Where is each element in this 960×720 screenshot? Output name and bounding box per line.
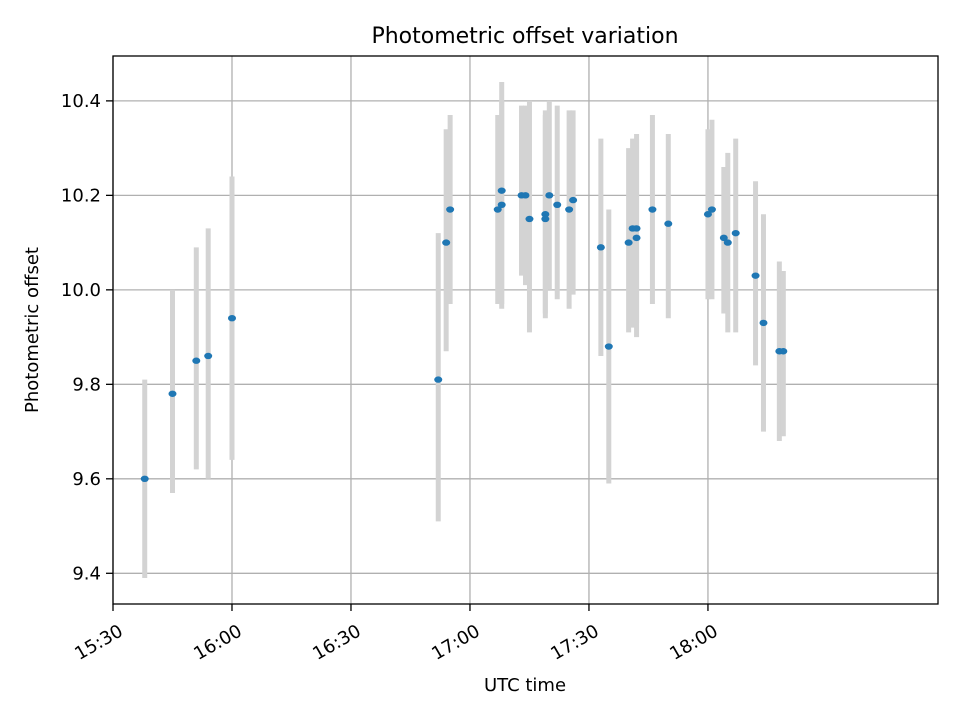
data-point: [553, 201, 562, 209]
x-tick-label: 17:00: [428, 621, 483, 665]
data-point: [604, 343, 613, 350]
data-point: [624, 239, 633, 246]
data-point: [565, 206, 574, 213]
data-points: [140, 187, 788, 483]
data-point: [719, 234, 728, 242]
plot-frame: [112, 55, 939, 605]
y-axis-ticks: 9.4 9.6 9.8 10.0 10.2 10.4: [61, 91, 113, 584]
error-bars: [142, 81, 786, 579]
data-point: [168, 390, 177, 397]
data-point: [541, 215, 550, 223]
data-point: [569, 196, 578, 204]
data-point: [632, 225, 641, 232]
data-point: [497, 187, 506, 194]
data-point: [703, 211, 712, 218]
data-point: [632, 234, 641, 242]
y-tick-label: 9.8: [72, 374, 101, 395]
x-tick-label: 18:00: [666, 621, 721, 665]
chart-title: Photometric offset variation: [371, 24, 678, 49]
x-axis-label: UTC time: [484, 675, 566, 696]
x-tick-label: 16:00: [190, 621, 245, 665]
data-point: [493, 206, 502, 213]
x-tick-label: 16:30: [309, 621, 364, 665]
data-point: [545, 192, 554, 199]
y-tick-label: 9.6: [72, 469, 101, 490]
data-point: [723, 239, 732, 246]
y-tick-label: 9.4: [72, 563, 101, 584]
y-tick-label: 10.4: [61, 91, 101, 112]
data-point: [664, 220, 673, 227]
y-tick-label: 10.0: [61, 280, 101, 301]
data-point: [140, 475, 149, 483]
x-tick-label: 17:30: [547, 621, 602, 665]
data-point: [541, 211, 550, 218]
data-point: [204, 352, 213, 360]
x-tick-label: 15:30: [71, 621, 126, 665]
data-point: [446, 206, 455, 213]
data-point: [707, 206, 716, 213]
data-point: [648, 206, 657, 213]
data-point: [521, 192, 530, 199]
data-point: [227, 314, 236, 322]
data-point: [497, 201, 506, 209]
y-tick-label: 10.2: [61, 185, 101, 206]
y-axis-label: Photometric offset: [22, 247, 43, 413]
data-point: [434, 376, 443, 383]
data-point: [596, 244, 605, 251]
data-point: [192, 357, 201, 364]
x-axis-ticks: 15:30 16:00 16:30 17:00 17:30 18:00: [71, 604, 722, 665]
data-point: [731, 229, 740, 237]
data-point: [751, 272, 760, 279]
data-point: [442, 239, 451, 246]
data-point: [759, 319, 768, 327]
data-point: [525, 215, 534, 223]
data-point: [779, 348, 788, 355]
